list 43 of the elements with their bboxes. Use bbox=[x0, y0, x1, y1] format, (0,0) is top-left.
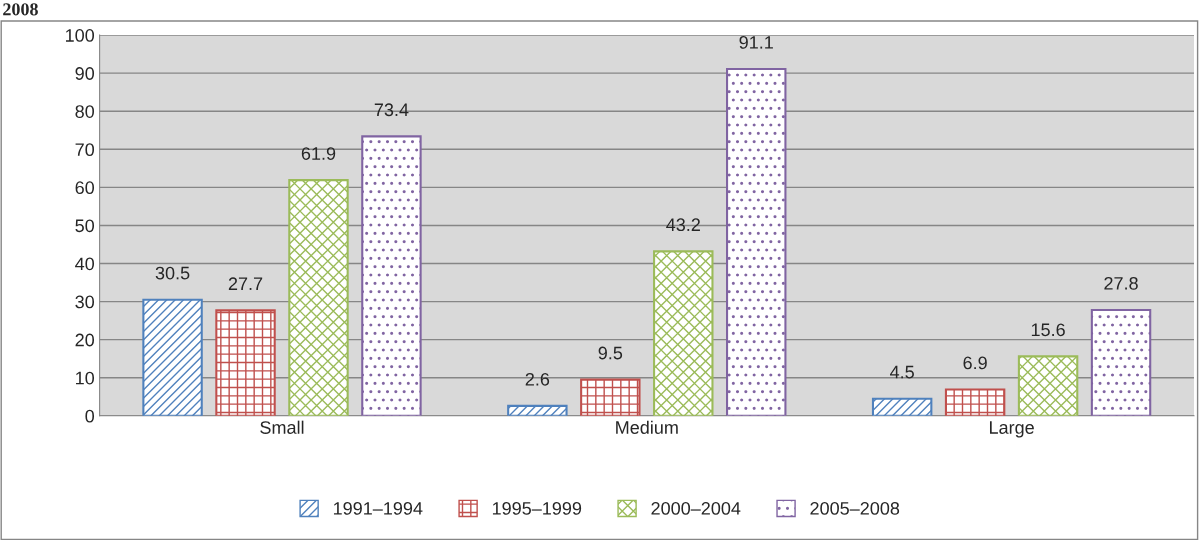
bar bbox=[580, 378, 641, 416]
y-tick-label: 60 bbox=[75, 181, 95, 195]
y-tick-label: 80 bbox=[75, 105, 95, 118]
bar bbox=[288, 179, 349, 416]
data-label: 30.5 bbox=[155, 266, 190, 280]
bar bbox=[142, 298, 203, 416]
y-tick-label: 20 bbox=[75, 333, 95, 347]
data-label: 27.7 bbox=[228, 277, 263, 290]
bar bbox=[1017, 355, 1079, 416]
legend-label: 2000–2004 bbox=[651, 502, 741, 515]
data-label: 61.9 bbox=[301, 147, 336, 160]
data-label: 91.1 bbox=[739, 35, 773, 49]
legend-label: 1991–1994 bbox=[333, 502, 423, 515]
y-tick-label: 100 bbox=[65, 29, 95, 42]
text: 2008 bbox=[3, 3, 38, 16]
data-label: 73.4 bbox=[374, 103, 409, 117]
data-label: 6.9 bbox=[963, 356, 987, 370]
y-tick-label: 40 bbox=[75, 257, 95, 271]
bar bbox=[507, 404, 568, 416]
y-tick-label: 70 bbox=[75, 143, 95, 157]
data-label: 4.5 bbox=[890, 365, 914, 379]
bar bbox=[361, 135, 422, 416]
y-tick-label: 0 bbox=[85, 409, 95, 423]
y-tick-label: 30 bbox=[75, 295, 95, 309]
data-label: 15.6 bbox=[1031, 323, 1065, 337]
bar bbox=[871, 397, 933, 416]
x-tick-label: Medium bbox=[616, 420, 678, 434]
data-label: 2.6 bbox=[525, 372, 550, 386]
x-tick-label: Small bbox=[260, 420, 304, 434]
bar bbox=[653, 250, 714, 416]
x-tick-label: Large bbox=[989, 421, 1034, 438]
bar bbox=[726, 67, 787, 416]
data-label: 43.2 bbox=[666, 218, 700, 232]
y-tick-label: 10 bbox=[76, 371, 95, 385]
y-tick-label: 50 bbox=[75, 219, 95, 233]
data-label: 27.8 bbox=[1104, 276, 1138, 290]
bar bbox=[944, 388, 1006, 416]
data-label: 9.5 bbox=[598, 346, 623, 360]
y-tick-label: 90 bbox=[75, 67, 95, 80]
legend-label: 1995–1999 bbox=[492, 502, 582, 515]
bar bbox=[1090, 308, 1152, 416]
bar bbox=[215, 309, 276, 416]
legend-label: 2005–2008 bbox=[810, 502, 900, 515]
